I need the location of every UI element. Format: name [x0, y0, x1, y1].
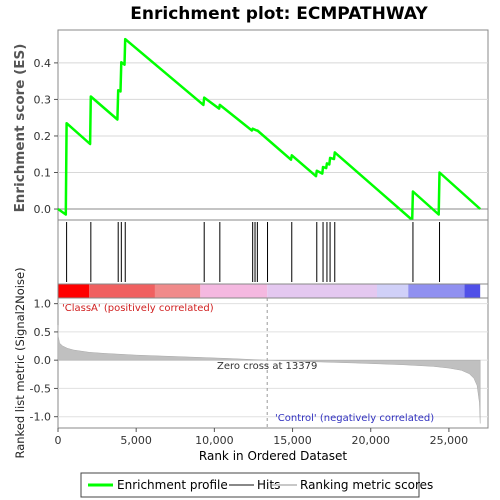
band-segment	[267, 284, 377, 298]
band-segment	[464, 284, 481, 298]
x-tick-label: 10,000	[195, 434, 234, 447]
band-segment	[58, 284, 90, 298]
metric-y-ticks: -1.0 -0.5 0.0 0.5 1.0	[30, 298, 58, 424]
hits-frame	[57, 219, 489, 285]
x-tick-label: 0	[55, 434, 62, 447]
es-y-tick-label: 0.0	[34, 203, 52, 216]
metric-panel: -1.0 -0.5 0.0 0.5 1.0 0 5,000 10,000 15,000 20,0…	[13, 267, 489, 463]
x-tick-label: 25,000	[430, 434, 469, 447]
es-y-tick-label: 0.3	[34, 93, 52, 106]
legend: Enrichment profile Hits Ranking metric s…	[80, 472, 433, 498]
metric-y-axis-label: Ranked list metric (Signal2Noise)	[13, 267, 27, 458]
es-plot-frame	[57, 29, 489, 221]
hits-layer	[66, 222, 441, 282]
rank-color-band	[57, 283, 489, 299]
es-y-ticks: 0.0 0.1 0.2 0.3 0.4	[34, 57, 58, 216]
es-grid	[58, 62, 488, 210]
legend-label-hits: Hits	[257, 478, 280, 492]
metric-x-ticks: 0 5,000 10,000 15,000 20,000 25,000	[55, 428, 469, 447]
metric-y-tick-label: -1.0	[30, 411, 51, 424]
es-y-tick-label: 0.2	[34, 130, 52, 143]
legend-label-enrichment: Enrichment profile	[117, 478, 228, 492]
band-segment	[200, 284, 268, 298]
band-segment	[154, 284, 201, 298]
es-panel: 0.0 0.1 0.2 0.3 0.4 Enrichment score (ES)	[12, 29, 489, 222]
ranking-metric-area	[57, 325, 481, 424]
metric-y-tick-label: 1.0	[34, 298, 52, 311]
metric-y-tick-label: -0.5	[30, 382, 51, 395]
es-y-tick-label: 0.1	[34, 167, 52, 180]
es-line-layer	[57, 37, 482, 222]
x-tick-label: 20,000	[351, 434, 390, 447]
band-segment	[89, 284, 155, 298]
band-segment	[408, 284, 465, 298]
zero-cross-label: Zero cross at 13379	[217, 361, 317, 372]
legend-label-metric: Ranking metric scores	[300, 478, 433, 492]
control-label: 'Control' (negatively correlated)	[275, 413, 434, 424]
es-y-tick-label: 0.4	[34, 57, 52, 70]
x-axis-label: Rank in Ordered Dataset	[199, 449, 347, 463]
class-a-label: 'ClassA' (positively correlated)	[62, 303, 214, 314]
es-y-axis-label: Enrichment score (ES)	[12, 44, 28, 213]
band-segment	[376, 284, 409, 298]
x-tick-label: 15,000	[273, 434, 312, 447]
metric-area-layer	[57, 325, 481, 424]
hits-panel	[57, 219, 489, 285]
metric-y-tick-label: 0.0	[34, 354, 52, 367]
metric-y-tick-label: 0.5	[34, 326, 52, 339]
enrichment-profile-line	[57, 37, 482, 222]
chart-title: Enrichment plot: ECMPATHWAY	[130, 4, 428, 24]
x-tick-label: 5,000	[120, 434, 152, 447]
